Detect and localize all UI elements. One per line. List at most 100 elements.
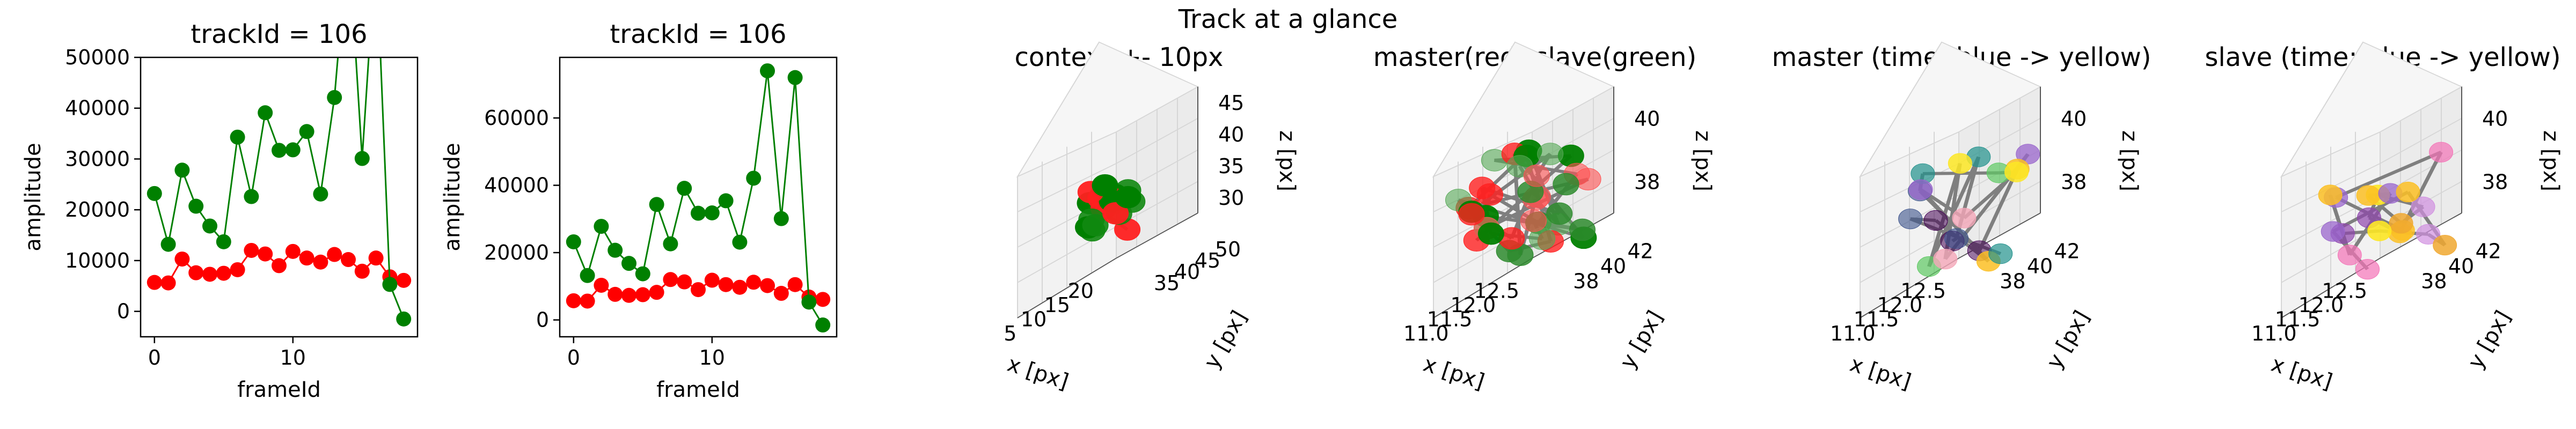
data-point	[1469, 176, 1496, 199]
data-point	[773, 286, 789, 301]
y-tick-label: 40000	[65, 97, 130, 120]
data-point	[313, 254, 328, 270]
axes-3d	[1016, 41, 1199, 319]
data-point	[1553, 173, 1579, 196]
z-tick-label: 38	[2061, 170, 2087, 194]
data-point	[635, 287, 650, 302]
x-tick-label: 11.5	[2275, 307, 2321, 331]
axes-3d-inner	[1432, 41, 1615, 319]
grid-line	[1017, 117, 1198, 212]
y-tick-label: 50000	[65, 46, 130, 69]
data-point	[649, 285, 664, 300]
line-chart-1: 0 10 0 10000 20000 30000 40000 50000 trackId = 1…	[21, 19, 419, 402]
data-point	[787, 277, 803, 292]
z-tick-label: 40	[1634, 107, 1660, 131]
data-point	[2356, 185, 2381, 206]
3d-scatter-2: master(red) slave(green)11.011.512.012.5…	[1373, 41, 1715, 395]
x-axis-label: x [px]	[1847, 352, 1914, 395]
data-point	[1933, 248, 1958, 270]
z-axis-label: z [px]	[1275, 130, 1299, 191]
data-point	[285, 243, 301, 259]
x-tick-label: 5	[1004, 322, 1016, 345]
y-tick-label: 42	[2054, 239, 2080, 263]
x-tick-label: 12.5	[1900, 279, 1946, 302]
y-tick-label: 60000	[484, 106, 549, 130]
data-point	[608, 242, 623, 258]
x-tick-label: 12.5	[1474, 279, 1519, 302]
3d-scatter-3: master (time: blue -> yellow)11.011.512.…	[1772, 41, 2151, 395]
z-tick-label: 40	[1218, 123, 1244, 146]
z-tick-label: 45	[1218, 91, 1244, 115]
data-point	[704, 272, 720, 288]
z-axis-label: z [px]	[2117, 130, 2142, 191]
data-point	[566, 234, 581, 249]
data-point	[1520, 209, 1547, 232]
data-point	[354, 263, 370, 279]
chart-title: trackId = 106	[610, 19, 786, 49]
data-point	[677, 181, 692, 196]
data-point	[382, 277, 398, 292]
data-point	[773, 211, 789, 226]
data-point	[299, 124, 314, 139]
data-point	[2318, 184, 2343, 205]
y-tick-label: 0	[117, 300, 130, 323]
data-point	[1537, 143, 1564, 165]
data-point	[2411, 196, 2435, 217]
data-point	[2004, 161, 2029, 182]
y-tick-label: 38	[1573, 269, 1599, 293]
y-tick-label: 20000	[65, 198, 130, 221]
axes-3d	[1432, 41, 1615, 319]
data-point	[1569, 218, 1596, 241]
axes-3d	[1858, 41, 2041, 319]
y-tick-label: 45	[1195, 249, 1220, 272]
axes-3d	[2280, 41, 2463, 319]
data-point	[272, 143, 287, 158]
x-tick-label: 12.0	[1451, 293, 1496, 317]
data-point	[580, 293, 595, 309]
x-tick-label: 11.5	[1854, 307, 1899, 331]
y-tick-label: 30000	[65, 147, 130, 171]
data-point	[635, 266, 650, 282]
data-point	[1944, 228, 1969, 249]
y-tick-label: 40	[2027, 254, 2053, 278]
data-point	[1575, 168, 1601, 190]
data-point	[718, 193, 734, 209]
trajectory-segment	[2335, 151, 2442, 199]
data-point	[147, 275, 162, 290]
data-point	[746, 275, 762, 290]
y-tick-label: 40000	[484, 174, 549, 197]
data-point	[691, 282, 706, 298]
data-point	[216, 234, 231, 249]
data-point	[621, 287, 636, 303]
x-tick-label: 12.0	[1877, 293, 1923, 317]
data-point	[188, 198, 204, 214]
data-point	[230, 262, 245, 277]
z-tick-label: 38	[2482, 170, 2508, 194]
data-point	[760, 63, 775, 79]
trajectory-segment	[1963, 171, 2018, 219]
x-axis-line	[1017, 257, 1117, 319]
y-tick-label: 35	[1154, 271, 1180, 295]
y-tick-label: 38	[2000, 269, 2025, 293]
x-axis-label: x [px]	[1004, 352, 1071, 395]
data-point	[202, 218, 217, 234]
data-point	[368, 250, 384, 266]
data-point	[1948, 153, 1972, 174]
data-point	[354, 151, 370, 166]
data-point	[2367, 220, 2392, 241]
data-point	[1092, 174, 1118, 197]
data-point	[230, 129, 245, 145]
z-tick-label: 30	[1218, 186, 1244, 210]
data-point	[649, 197, 664, 212]
data-point	[1546, 202, 1573, 225]
y-tick-label: 40	[2448, 254, 2474, 278]
data-point	[1923, 210, 1948, 231]
figure-suptitle: Track at a glance	[1178, 4, 1398, 34]
data-point	[341, 252, 356, 268]
trajectory-segment	[1978, 168, 2019, 252]
data-point	[272, 258, 287, 273]
y-tick-label: 10000	[65, 249, 130, 272]
plot-area	[147, 57, 412, 327]
axes-3d-inner	[1858, 41, 2041, 319]
x-tick-label: 11.0	[2251, 322, 2297, 345]
